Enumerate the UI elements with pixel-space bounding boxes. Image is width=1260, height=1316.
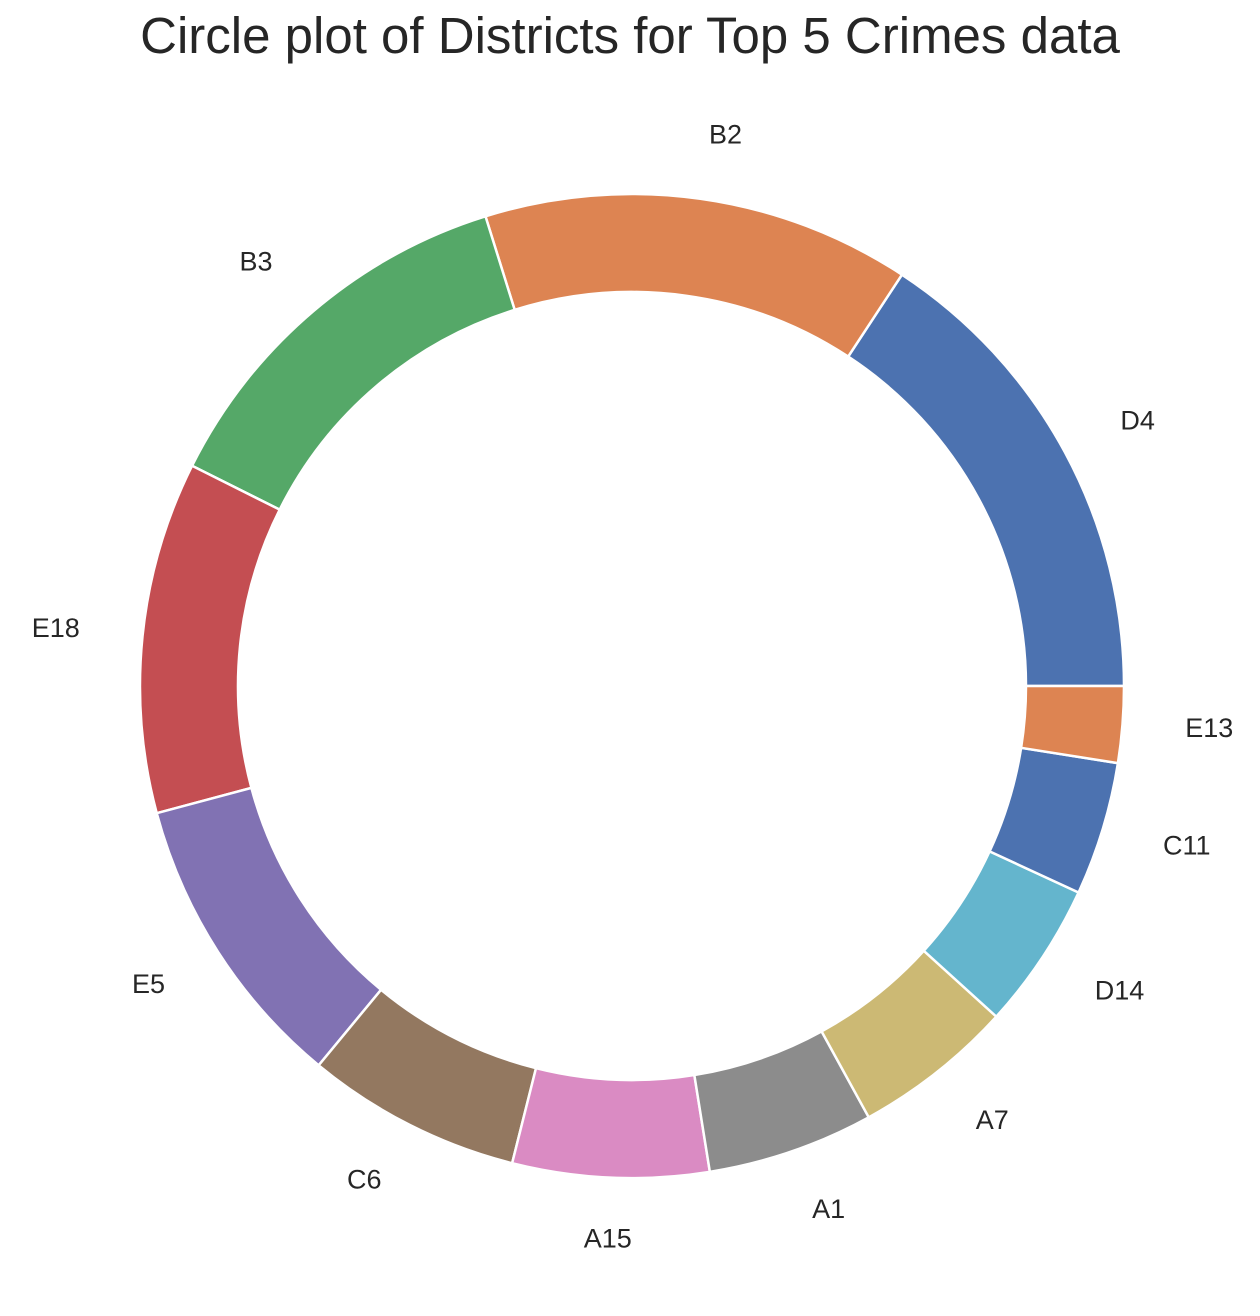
slice-b2 — [483, 192, 904, 359]
slice-label-b2: B2 — [709, 119, 742, 149]
slice-label-e5: E5 — [132, 969, 165, 999]
slice-label-b3: B3 — [240, 246, 273, 276]
slice-d4 — [846, 272, 1126, 688]
slice-label-a15: A15 — [584, 1224, 632, 1254]
slice-e5 — [155, 786, 383, 1068]
donut-slices — [138, 192, 1126, 1180]
slice-label-a1: A1 — [812, 1194, 845, 1224]
slice-label-d14: D14 — [1095, 976, 1145, 1006]
slice-a15 — [510, 1066, 712, 1180]
slice-label-e13: E13 — [1185, 713, 1233, 743]
slice-label-e18: E18 — [32, 613, 80, 643]
slice-label-a7: A7 — [976, 1105, 1009, 1135]
slice-e13 — [1019, 684, 1126, 765]
slice-labels: D4 B2 B3 E18 E5 C6 A15 A1 A7 D14 C11 E13 — [32, 119, 1234, 1253]
slice-e18 — [138, 464, 282, 815]
slice-label-c6: C6 — [347, 1164, 382, 1194]
slice-label-c11: C11 — [1163, 831, 1211, 861]
chart-title: Circle plot of Districts for Top 5 Crime… — [140, 7, 1120, 64]
slice-label-d4: D4 — [1120, 405, 1155, 435]
